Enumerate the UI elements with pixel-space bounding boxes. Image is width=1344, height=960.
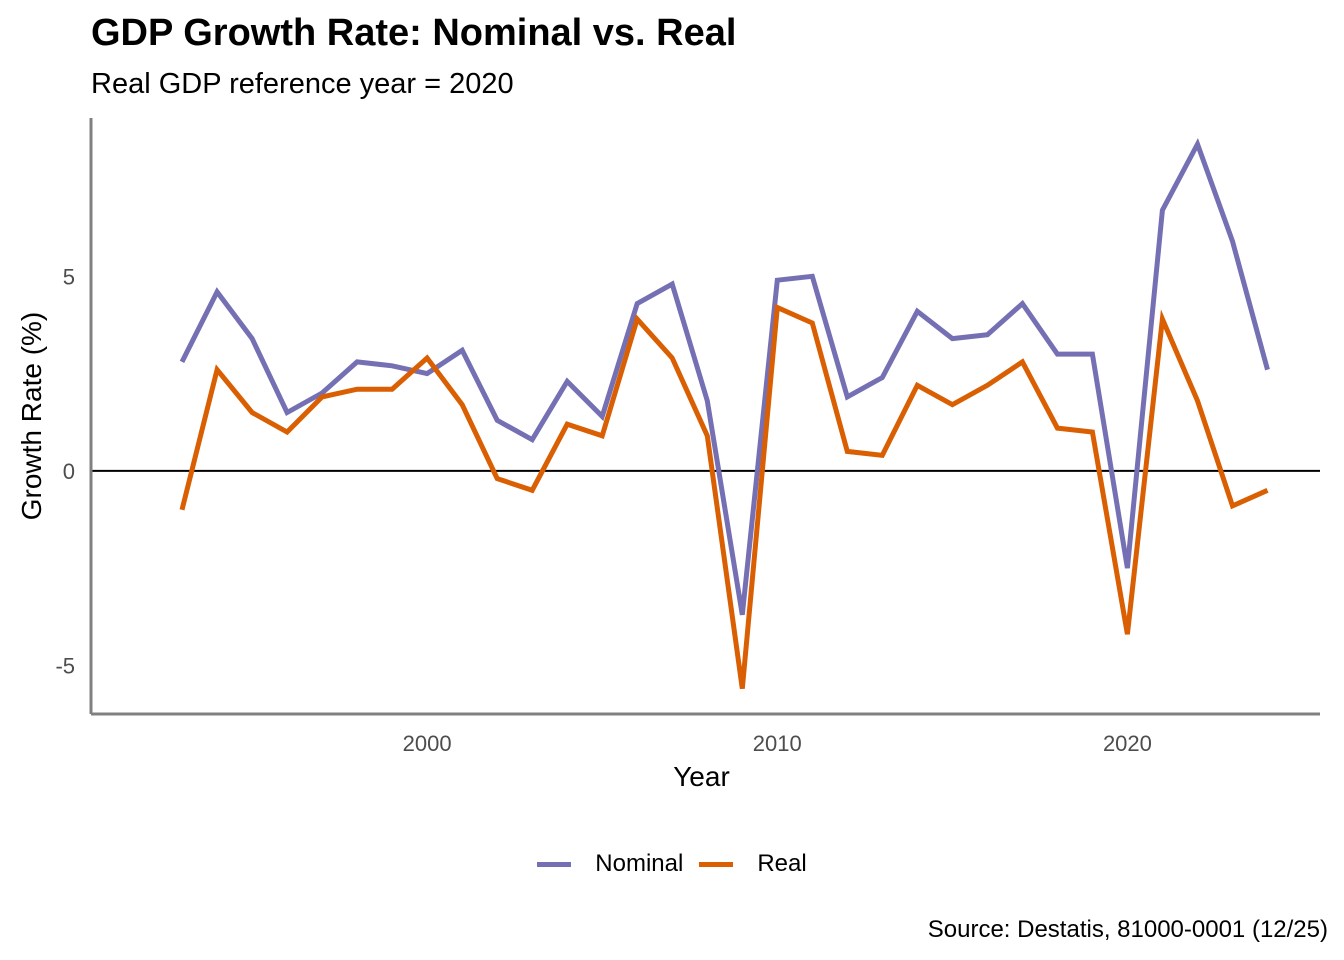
x-tick-label: 2020 [1103, 731, 1152, 756]
y-tick-label: 0 [63, 459, 75, 484]
chart-subtitle: Real GDP reference year = 2020 [91, 68, 514, 100]
legend: Nominal Real [0, 850, 1344, 878]
x-tick-label: 2000 [403, 731, 452, 756]
y-tick-label: 5 [63, 264, 75, 289]
y-axis-title: Growth Rate (%) [16, 312, 47, 521]
x-tick-label: 2010 [753, 731, 802, 756]
legend-item-real: Real [699, 850, 807, 878]
series-line-nominal [179, 137, 1270, 616]
source-caption: Source: Destatis, 81000-0001 (12/25) [927, 916, 1328, 943]
legend-key-real [699, 861, 734, 867]
legend-label-nominal: Nominal [595, 850, 684, 877]
legend-item-nominal: Nominal [537, 850, 683, 878]
y-tick-label: -5 [55, 653, 75, 678]
plot-area: -5 0 5 2000 2010 2020 [55, 118, 1320, 756]
chart-title: GDP Growth Rate: Nominal vs. Real [91, 12, 737, 54]
series-line-real [179, 303, 1269, 690]
legend-label-real: Real [757, 850, 807, 877]
x-axis-title: Year [673, 761, 730, 792]
legend-key-nominal [537, 861, 572, 867]
